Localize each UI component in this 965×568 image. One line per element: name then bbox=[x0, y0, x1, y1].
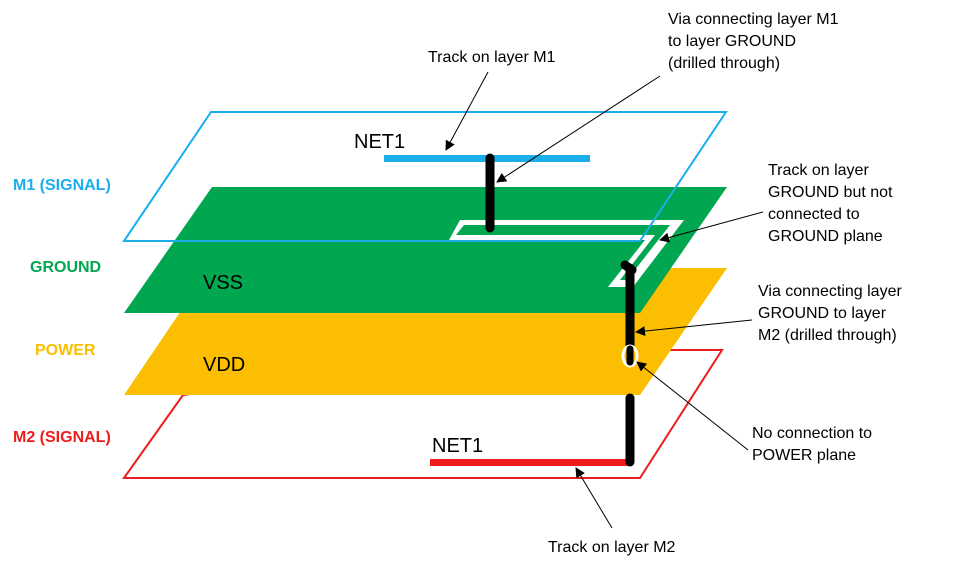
annotation-line: M2 (drilled through) bbox=[758, 327, 897, 344]
annotation-line: POWER plane bbox=[752, 447, 856, 464]
layer-label-m1: M1 (SIGNAL) bbox=[13, 177, 111, 194]
annotation-track-m2: Track on layer M2 bbox=[548, 539, 676, 556]
leader-no-connection bbox=[636, 361, 749, 451]
leader-via-ground-m2 bbox=[635, 319, 753, 337]
annotation-line: Track on layer M1 bbox=[428, 49, 556, 66]
annotation-line: Track on layer bbox=[768, 162, 869, 179]
annotation-line: GROUND plane bbox=[768, 228, 883, 245]
annotation-line: GROUND to layer bbox=[758, 305, 887, 322]
leader-track-m1 bbox=[445, 71, 489, 151]
layer-label-ground: GROUND bbox=[30, 259, 101, 276]
leader-track-m2 bbox=[575, 467, 613, 529]
m1-layer-outline bbox=[122, 111, 728, 242]
leader-track-ground bbox=[659, 211, 764, 243]
ground-track bbox=[456, 225, 670, 280]
plane-label-vdd: VDD bbox=[203, 354, 245, 376]
annotation-no-connection: No connection to POWER plane bbox=[752, 425, 872, 464]
annotation-line: Via connecting layer M1 bbox=[668, 11, 839, 28]
annotation-line: (drilled through) bbox=[668, 55, 780, 72]
leader-via-m1-ground bbox=[496, 75, 661, 183]
annotation-via-ground-m2: Via connecting layer GROUND to layer M2 (d… bbox=[758, 283, 902, 344]
layer-label-m2: M2 (SIGNAL) bbox=[13, 429, 111, 446]
annotation-via-m1-ground: Via connecting layer M1 to layer GROUND (d… bbox=[668, 11, 839, 72]
annotation-line: Via connecting layer bbox=[758, 283, 902, 300]
annotation-line: to layer GROUND bbox=[668, 33, 796, 50]
annotation-line: connected to bbox=[768, 206, 860, 223]
annotation-track-ground: Track on layer GROUND but not connected to… bbox=[768, 162, 893, 245]
annotation-line: GROUND but not bbox=[768, 184, 893, 201]
annotation-track-m1: Track on layer M1 bbox=[428, 49, 556, 66]
layer-label-power: POWER bbox=[35, 342, 96, 359]
annotation-line: Track on layer M2 bbox=[548, 539, 676, 556]
plane-label-vss: VSS bbox=[203, 272, 243, 294]
annotation-line: No connection to bbox=[752, 425, 872, 442]
net-label-m1: NET1 bbox=[354, 131, 405, 153]
m2-track bbox=[430, 459, 632, 466]
ground-plane bbox=[124, 187, 727, 313]
via-ground-stub bbox=[620, 260, 637, 275]
net-label-m2: NET1 bbox=[432, 435, 483, 457]
